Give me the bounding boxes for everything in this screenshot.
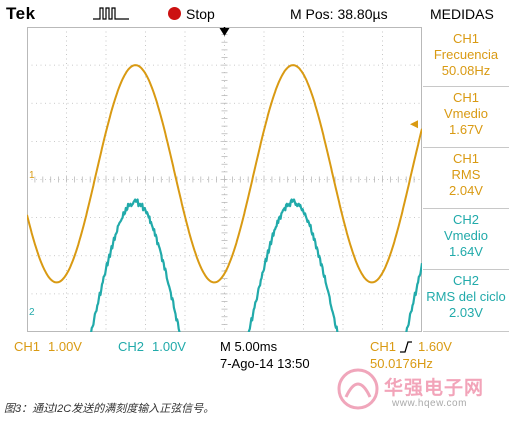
trigger-channel: CH1	[370, 339, 397, 354]
measurement-2[interactable]: CH1 Vmedio 1.67V	[423, 90, 509, 138]
arrow-down-icon	[219, 28, 230, 36]
watermark-name: 华强电子网	[384, 378, 485, 399]
waveform-graticule: 12	[27, 27, 422, 332]
ch2-ground-marker: 2	[29, 307, 35, 318]
measurement-channel: CH1	[452, 90, 479, 105]
measurement-3[interactable]: CH1 RMS 2.04V	[423, 151, 509, 199]
measurement-channel: CH2	[452, 212, 479, 227]
status-bar: Tek Stop M Pos: 38.80µs MEDIDAS	[0, 0, 515, 28]
timebase: M 5.00ms	[220, 339, 278, 354]
trigger-level: 1.60V	[418, 339, 452, 354]
horizontal-position: M Pos: 38.80µs	[290, 6, 388, 22]
ch2-scale: 1.00V	[152, 339, 186, 354]
ch2-label: CH2	[118, 339, 145, 354]
measurement-channel: CH1	[452, 151, 479, 166]
measurement-name: Vmedio	[443, 106, 489, 121]
stop-indicator-icon	[168, 7, 181, 20]
measurement-value: 1.67V	[449, 122, 483, 137]
brand-label: Tek	[6, 4, 36, 23]
measurement-name: Frecuencia	[433, 47, 499, 62]
panel-divider	[423, 331, 509, 332]
panel-divider	[423, 86, 509, 87]
ch1-scale: 1.00V	[48, 339, 82, 354]
measurement-name: RMS	[451, 167, 481, 182]
waveform-ch2	[90, 198, 422, 332]
measurement-value: 1.64V	[449, 244, 483, 259]
rising-edge-icon	[400, 341, 412, 353]
panel-divider	[423, 147, 509, 148]
watermark-url: www.hqew.com	[392, 398, 467, 409]
arrow-left-icon	[410, 120, 418, 129]
waveform-ch1	[27, 64, 422, 284]
ch1-ground-marker: 1	[29, 170, 35, 181]
measurement-menu-title[interactable]: MEDIDAS	[430, 6, 494, 22]
ch1-label: CH1	[14, 339, 41, 354]
trigger-frequency: 50.0176Hz	[370, 356, 433, 371]
measurement-name: RMS del ciclo	[426, 289, 506, 304]
figure-caption: 图3：通过I2C发送的满刻度输入正弦信号。	[4, 403, 215, 415]
pulse-icon	[93, 7, 129, 20]
measurement-name: Vmedio	[443, 228, 489, 243]
measurement-channel: CH2	[452, 273, 479, 288]
acquisition-status: Stop	[186, 6, 215, 22]
watermark-logo-icon	[337, 368, 379, 410]
panel-divider	[423, 208, 509, 209]
measurement-4[interactable]: CH2 Vmedio 1.64V	[423, 212, 509, 260]
measurement-1[interactable]: CH1 Frecuencia 50.08Hz	[423, 31, 509, 79]
measurement-value: 2.04V	[449, 183, 483, 198]
measurement-value: 50.08Hz	[441, 63, 491, 78]
date-time: 7-Ago-14 13:50	[220, 356, 310, 371]
measurement-5[interactable]: CH2 RMS del ciclo 2.03V	[423, 273, 509, 321]
panel-divider	[423, 269, 509, 270]
measurement-value: 2.03V	[449, 305, 483, 320]
measurement-channel: CH1	[452, 31, 479, 46]
